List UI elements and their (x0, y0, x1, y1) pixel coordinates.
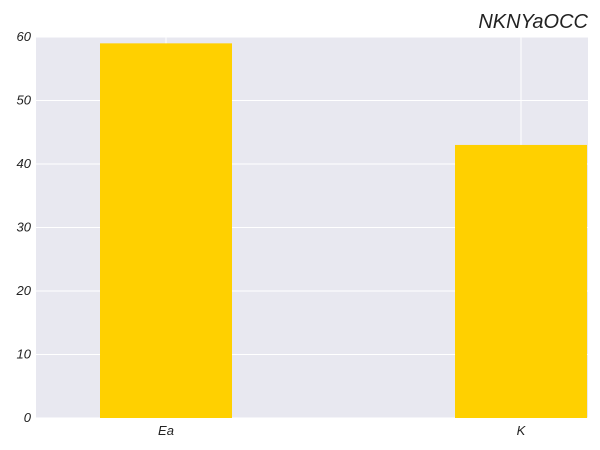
bar-ea (100, 43, 232, 418)
y-tick-label: 30 (17, 220, 32, 235)
y-tick-label: 0 (24, 410, 32, 425)
y-tick-label: 50 (17, 93, 32, 108)
chart-title: NKNYaOCC (478, 11, 588, 33)
x-tick-label: K (517, 423, 527, 438)
x-axis-ticks: Ea K (158, 423, 527, 438)
y-tick-label: 10 (17, 347, 32, 362)
x-tick-label: Ea (158, 423, 174, 438)
bars (100, 43, 587, 418)
y-tick-label: 60 (17, 29, 32, 44)
bar-k (455, 144, 587, 418)
y-tick-label: 40 (17, 156, 32, 171)
y-axis-ticks: 0 10 20 30 40 50 60 (16, 29, 32, 425)
y-tick-label: 20 (16, 283, 32, 298)
